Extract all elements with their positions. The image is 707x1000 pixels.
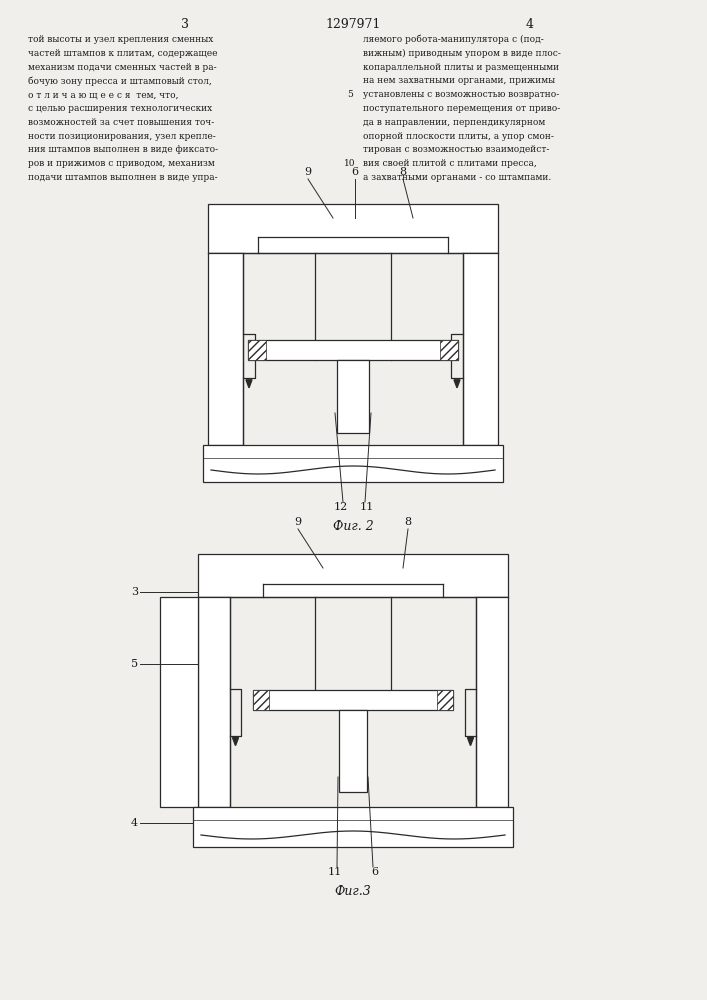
Bar bbox=[208, 253, 243, 445]
Text: ности позиционирования, узел крепле-: ности позиционирования, узел крепле- bbox=[28, 132, 216, 141]
Text: механизм подачи сменных частей в ра-: механизм подачи сменных частей в ра- bbox=[28, 63, 216, 72]
Bar bbox=[248, 340, 266, 360]
Text: 8: 8 bbox=[404, 517, 411, 527]
Text: тирован с возможностью взаимодейст-: тирован с возможностью взаимодейст- bbox=[363, 145, 549, 154]
Bar bbox=[463, 253, 498, 445]
Bar bbox=[437, 690, 453, 710]
Text: 12: 12 bbox=[334, 502, 348, 512]
Text: Фиг. 2: Фиг. 2 bbox=[332, 520, 373, 533]
Text: 11: 11 bbox=[328, 867, 342, 877]
Text: а захватными органами - со штампами.: а захватными органами - со штампами. bbox=[363, 173, 551, 182]
Bar bbox=[203, 445, 503, 482]
Text: вижным) приводным упором в виде плос-: вижным) приводным упором в виде плос- bbox=[363, 49, 561, 58]
Text: 3: 3 bbox=[181, 18, 189, 31]
Bar bbox=[337, 360, 369, 433]
Text: возможностей за счет повышения точ-: возможностей за счет повышения точ- bbox=[28, 118, 214, 127]
Text: бочую зону пресса и штамповый стол,: бочую зону пресса и штамповый стол, bbox=[28, 76, 212, 86]
Bar bbox=[208, 204, 498, 253]
Polygon shape bbox=[454, 380, 460, 388]
Bar bbox=[193, 807, 513, 847]
Bar bbox=[440, 340, 458, 360]
Bar bbox=[248, 340, 458, 360]
Text: 9: 9 bbox=[305, 167, 312, 177]
Bar bbox=[253, 690, 269, 710]
Text: 11: 11 bbox=[360, 502, 374, 512]
Text: опорной плоскости плиты, а упор смон-: опорной плоскости плиты, а упор смон- bbox=[363, 132, 554, 141]
Text: подачи штампов выполнен в виде упра-: подачи штампов выполнен в виде упра- bbox=[28, 173, 218, 182]
Text: 4: 4 bbox=[526, 18, 534, 31]
Bar bbox=[198, 554, 508, 597]
Text: копараллельной плиты и размещенными: копараллельной плиты и размещенными bbox=[363, 63, 559, 72]
Text: вия своей плитой с плитами пресса,: вия своей плитой с плитами пресса, bbox=[363, 159, 537, 168]
Bar bbox=[198, 597, 230, 807]
Text: 9: 9 bbox=[294, 517, 302, 527]
Bar bbox=[476, 597, 508, 807]
Bar bbox=[160, 597, 198, 807]
Text: 1297971: 1297971 bbox=[325, 18, 380, 31]
Text: 10: 10 bbox=[344, 159, 356, 168]
Text: 4: 4 bbox=[131, 818, 138, 828]
Text: 5: 5 bbox=[347, 90, 353, 99]
Text: 5: 5 bbox=[131, 659, 138, 669]
Text: 6: 6 bbox=[351, 167, 358, 177]
Bar bbox=[253, 690, 453, 710]
Text: на нем захватными органами, прижимы: на нем захватными органами, прижимы bbox=[363, 76, 555, 85]
Polygon shape bbox=[233, 738, 238, 746]
Text: Фиг.3: Фиг.3 bbox=[334, 885, 371, 898]
Text: той высоты и узел крепления сменных: той высоты и узел крепления сменных bbox=[28, 35, 214, 44]
Text: поступательного перемещения от приво-: поступательного перемещения от приво- bbox=[363, 104, 560, 113]
Text: установлены с возможностью возвратно-: установлены с возможностью возвратно- bbox=[363, 90, 559, 99]
Text: 3: 3 bbox=[131, 587, 138, 597]
Text: о т л и ч а ю щ е е с я  тем, что,: о т л и ч а ю щ е е с я тем, что, bbox=[28, 90, 178, 99]
Text: частей штампов к плитам, содержащее: частей штампов к плитам, содержащее bbox=[28, 49, 218, 58]
Text: 6: 6 bbox=[371, 867, 378, 877]
Text: ров и прижимов с приводом, механизм: ров и прижимов с приводом, механизм bbox=[28, 159, 215, 168]
Text: ляемого робота-манипулятора с (под-: ляемого робота-манипулятора с (под- bbox=[363, 35, 544, 44]
Bar bbox=[339, 710, 367, 792]
Text: ния штампов выполнен в виде фиксато-: ния штампов выполнен в виде фиксато- bbox=[28, 145, 218, 154]
Polygon shape bbox=[467, 738, 474, 746]
Text: 8: 8 bbox=[399, 167, 407, 177]
Text: с целью расширения технологических: с целью расширения технологических bbox=[28, 104, 212, 113]
Text: да в направлении, перпендикулярном: да в направлении, перпендикулярном bbox=[363, 118, 545, 127]
Polygon shape bbox=[246, 380, 252, 388]
